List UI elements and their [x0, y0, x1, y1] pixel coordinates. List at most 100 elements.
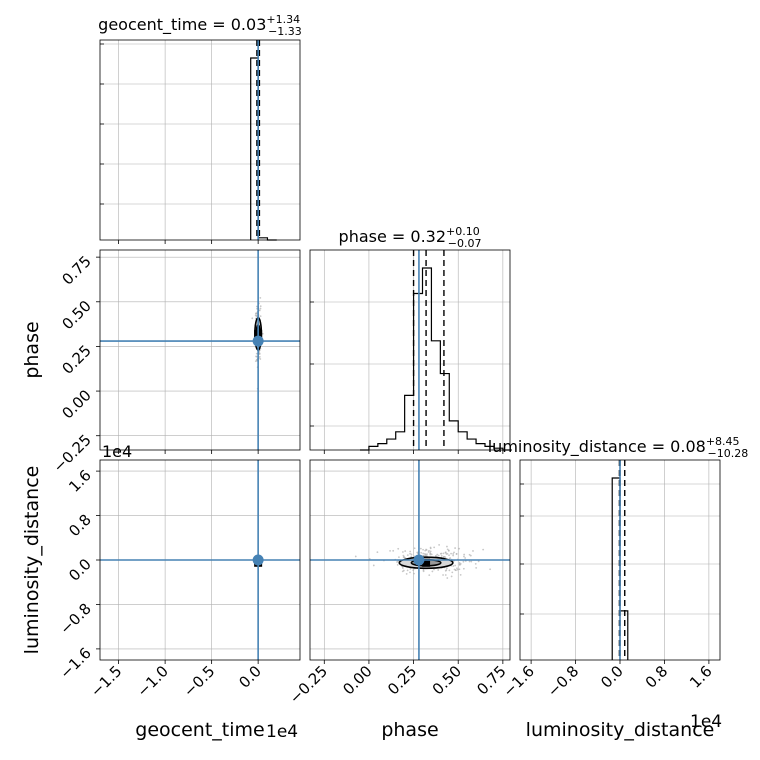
sample-point [433, 546, 436, 549]
samples [100, 250, 300, 450]
sample-point [401, 570, 404, 573]
sample-point [437, 569, 440, 571]
sample-point [489, 568, 492, 571]
sample-point [454, 547, 457, 549]
ylabel-luminosity-distance: luminosity_distance [21, 466, 43, 655]
sample-point [437, 554, 440, 557]
sample-point [410, 553, 413, 556]
y-tick-label: −0.25 [50, 431, 95, 476]
x-tick-label: −0.5 [180, 662, 218, 700]
sample-point [431, 570, 434, 573]
sample-point [251, 317, 254, 320]
offset-label-geocent-time: 1e4 [266, 722, 298, 742]
x-tick-label: 0.0 [235, 662, 265, 692]
sample-point [462, 567, 465, 570]
sample-point [445, 567, 448, 570]
sample-point [258, 355, 261, 358]
sample-point [433, 568, 435, 571]
sample-point [255, 355, 257, 358]
sample-point [259, 296, 262, 299]
y-tick-label: 0.50 [58, 297, 94, 333]
frame [99, 39, 301, 241]
sample-point [464, 557, 467, 559]
sample-point [448, 554, 450, 557]
sample-point [397, 547, 400, 550]
y-tick-label: −0.8 [56, 600, 94, 638]
sample-point [452, 553, 455, 555]
sample-point [443, 556, 446, 558]
axis-labels: geocent_time phase luminosity_distance p… [21, 321, 722, 742]
y-tick-label: 0.0 [65, 555, 95, 585]
xlabel-phase: phase [381, 719, 438, 741]
sample-point [444, 574, 447, 576]
sample-point [448, 569, 451, 572]
sample-point [440, 554, 443, 557]
sample-point [389, 549, 391, 552]
sample-point [451, 571, 454, 574]
frame [309, 459, 511, 661]
histogram [360, 250, 512, 451]
sample-point [259, 358, 262, 360]
sample-point [372, 564, 375, 567]
x-tick-label: 0.0 [597, 662, 627, 692]
xlabel-luminosity-distance: luminosity_distance [526, 719, 715, 741]
x-tick-label: −0.8 [544, 662, 582, 700]
gridlines [310, 250, 510, 450]
sample-point [409, 567, 412, 570]
sample-point [430, 553, 433, 556]
sample-point [458, 568, 461, 571]
sample-point [254, 360, 257, 363]
sample-point [453, 551, 455, 554]
sample-point [412, 569, 415, 572]
sample-point [475, 566, 478, 569]
sample-point [406, 554, 409, 557]
sample-point [429, 552, 432, 554]
sample-point [446, 545, 448, 548]
sample-point [446, 577, 449, 579]
sample-point [444, 551, 447, 554]
x-tick-label: −1.5 [87, 662, 125, 700]
sample-point [429, 546, 432, 549]
sample-point [442, 574, 444, 576]
sample-point [410, 555, 413, 558]
sample-point [458, 547, 461, 550]
sample-point [450, 552, 452, 555]
panel-phase-hist [309, 249, 512, 451]
sample-point [423, 552, 426, 555]
sample-point [450, 575, 453, 578]
y-tick-label: 0.8 [65, 511, 95, 541]
sample-point [452, 554, 455, 557]
sample-point [469, 554, 472, 557]
sample-point [463, 555, 465, 558]
ylabel-phase: phase [21, 321, 43, 378]
x-tick-label: 0.00 [339, 662, 375, 698]
sample-point [468, 560, 471, 563]
y-tick-label: 0.75 [58, 252, 94, 288]
sample-point [402, 554, 405, 557]
sample-point [459, 573, 462, 576]
sample-point [427, 551, 430, 553]
sample-point [409, 550, 412, 553]
x-tick-label: −0.25 [286, 662, 331, 707]
sample-point [409, 571, 411, 574]
sample-point [463, 553, 466, 556]
sample-point [255, 305, 258, 308]
titles: geocent_time = 0.03+1.34 −1.33 phase = 0.… [98, 13, 748, 460]
sample-point [470, 560, 473, 563]
frame [309, 249, 511, 451]
sample-point [413, 572, 415, 575]
sample-point [429, 550, 432, 553]
truth-marker [413, 554, 425, 566]
samples [310, 460, 510, 660]
x-tick-label: 0.50 [429, 662, 465, 698]
sample-point [452, 565, 455, 567]
sample-point [468, 553, 471, 556]
panel-distance-hist [519, 459, 721, 661]
sample-point [259, 305, 262, 308]
sample-point [438, 544, 441, 546]
sample-point [436, 553, 439, 556]
sample-point [396, 563, 399, 566]
axes-frame [99, 249, 301, 451]
sample-point [406, 569, 409, 572]
sample-point [458, 562, 461, 564]
